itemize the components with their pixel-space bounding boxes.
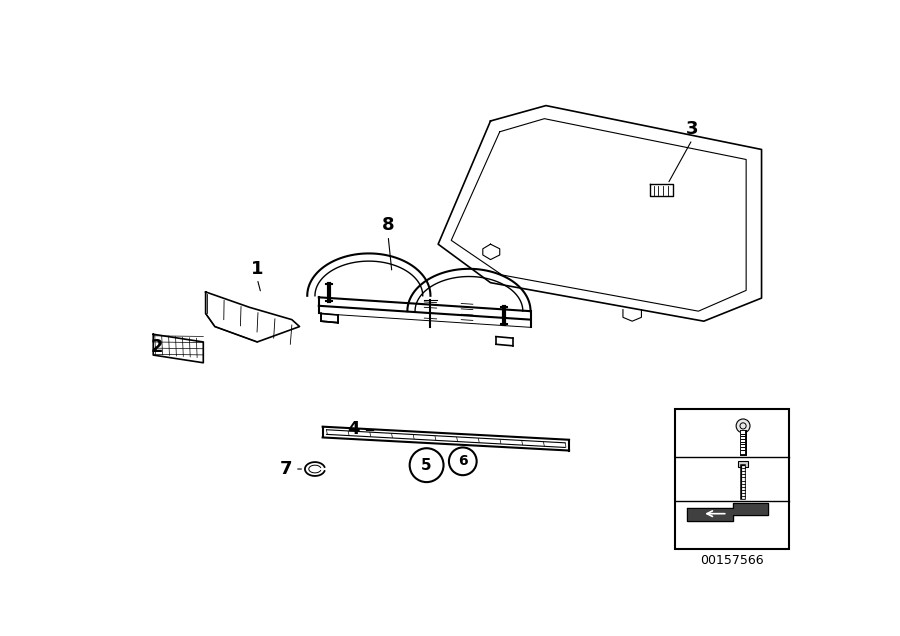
- Text: 3: 3: [686, 120, 698, 137]
- Text: 4: 4: [347, 420, 360, 438]
- Text: 2: 2: [151, 338, 164, 356]
- Text: 5: 5: [421, 458, 432, 473]
- Text: 00157566: 00157566: [700, 554, 764, 567]
- Polygon shape: [687, 503, 768, 521]
- FancyBboxPatch shape: [738, 461, 748, 467]
- Text: 7: 7: [279, 460, 292, 478]
- Circle shape: [736, 419, 750, 433]
- Text: 6: 6: [458, 454, 468, 468]
- FancyBboxPatch shape: [675, 409, 789, 549]
- Text: 6: 6: [685, 424, 697, 442]
- Text: 8: 8: [382, 216, 394, 234]
- Text: 5: 5: [685, 470, 697, 488]
- Polygon shape: [321, 314, 338, 322]
- Text: 1: 1: [251, 260, 264, 278]
